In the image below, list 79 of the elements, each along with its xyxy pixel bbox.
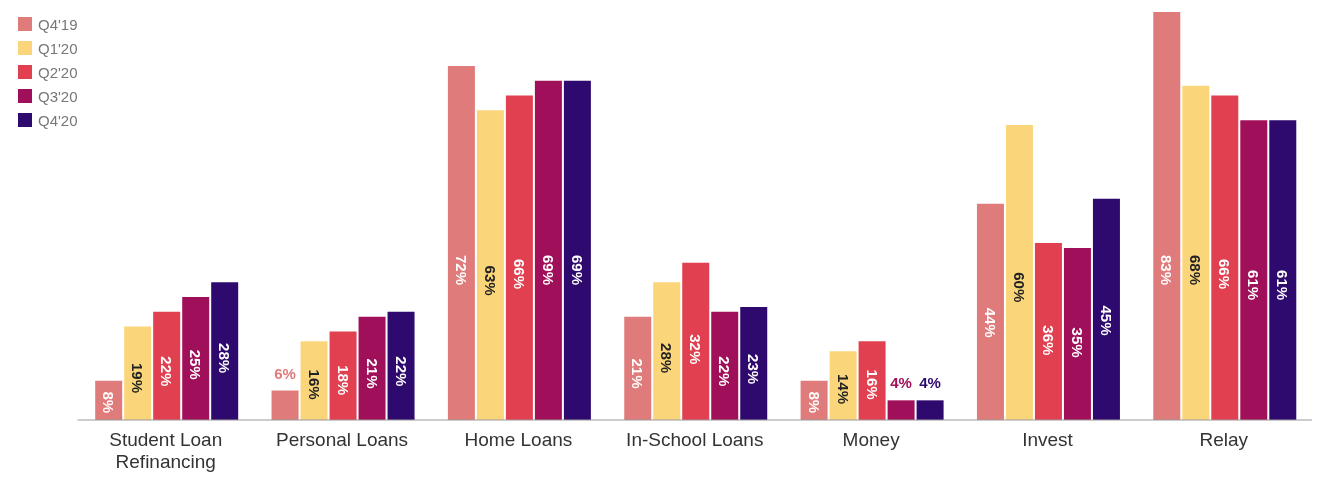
data-label: 66% xyxy=(1216,258,1234,290)
bar xyxy=(300,341,328,420)
data-label: 45% xyxy=(1097,305,1115,336)
data-label: 18% xyxy=(334,365,352,396)
data-label: 44% xyxy=(981,307,999,338)
bar xyxy=(1034,243,1062,420)
bar xyxy=(447,66,475,420)
bar xyxy=(505,95,533,420)
bar xyxy=(1211,95,1239,420)
legend-label: Q4'19 xyxy=(38,15,78,33)
bar xyxy=(1269,120,1297,420)
data-label: 35% xyxy=(1068,327,1086,358)
data-label: 22% xyxy=(716,356,734,387)
data-label: 4% xyxy=(919,374,941,392)
x-tick-label: In-School Loans xyxy=(626,429,764,450)
bar xyxy=(124,326,152,420)
data-label: 61% xyxy=(1274,270,1292,301)
bar xyxy=(182,297,210,420)
bar xyxy=(740,306,768,420)
bar xyxy=(1005,125,1033,420)
data-label: 21% xyxy=(629,358,647,389)
bar xyxy=(653,282,681,420)
bar xyxy=(534,80,562,420)
bar xyxy=(1182,85,1210,420)
data-label: 19% xyxy=(129,362,147,393)
legend-label: Q4'20 xyxy=(38,111,78,129)
bar xyxy=(211,282,239,420)
data-label: 66% xyxy=(510,258,528,290)
bar xyxy=(476,110,504,420)
data-label: 4% xyxy=(890,374,912,392)
x-tick-label: Invest xyxy=(1022,429,1074,450)
bar xyxy=(624,316,652,420)
bar xyxy=(976,203,1004,420)
legend-label: Q3'20 xyxy=(38,87,78,105)
data-label: 8% xyxy=(100,391,118,414)
data-label: 68% xyxy=(1187,254,1205,286)
legend-label: Q1'20 xyxy=(38,39,78,57)
bar xyxy=(887,400,915,420)
data-label: 23% xyxy=(745,354,763,385)
bar xyxy=(711,311,739,420)
bar xyxy=(1240,120,1268,420)
x-tick-label: Personal Loans xyxy=(276,429,409,450)
data-label: 63% xyxy=(481,265,499,296)
bar xyxy=(387,311,415,420)
data-label: 6% xyxy=(274,364,296,382)
x-tick-label: Money xyxy=(842,429,901,450)
data-label: 22% xyxy=(158,356,176,387)
data-label: 25% xyxy=(187,349,205,380)
data-label: 83% xyxy=(1158,254,1176,286)
data-label: 36% xyxy=(1039,325,1057,356)
x-tick-label: Home Loans xyxy=(464,429,573,450)
data-label: 22% xyxy=(392,356,410,387)
data-label: 32% xyxy=(687,334,705,365)
data-label: 14% xyxy=(834,374,852,405)
bar xyxy=(271,390,299,420)
data-label: 16% xyxy=(863,369,881,400)
data-label: 16% xyxy=(305,369,323,400)
data-label: 28% xyxy=(658,343,676,374)
x-tick-label: Student Loan Refinancing xyxy=(109,429,223,472)
bar xyxy=(1092,198,1120,420)
data-label: 72% xyxy=(452,254,470,286)
bar xyxy=(858,341,886,420)
data-label: 69% xyxy=(568,254,586,286)
bar xyxy=(916,400,944,420)
bar xyxy=(358,316,386,420)
data-label: 8% xyxy=(805,391,823,414)
data-label: 28% xyxy=(216,343,234,374)
data-label: 21% xyxy=(363,358,381,389)
legend-label: Q2'20 xyxy=(38,63,78,81)
bar xyxy=(563,80,591,420)
x-tick-label: Relay xyxy=(1199,429,1249,450)
bar xyxy=(682,262,710,420)
bar xyxy=(1063,247,1091,420)
data-label: 61% xyxy=(1245,270,1263,301)
bar xyxy=(153,311,181,420)
bar xyxy=(1153,12,1181,420)
bar xyxy=(329,331,357,420)
data-label: 69% xyxy=(539,254,557,286)
data-label: 60% xyxy=(1010,272,1028,303)
